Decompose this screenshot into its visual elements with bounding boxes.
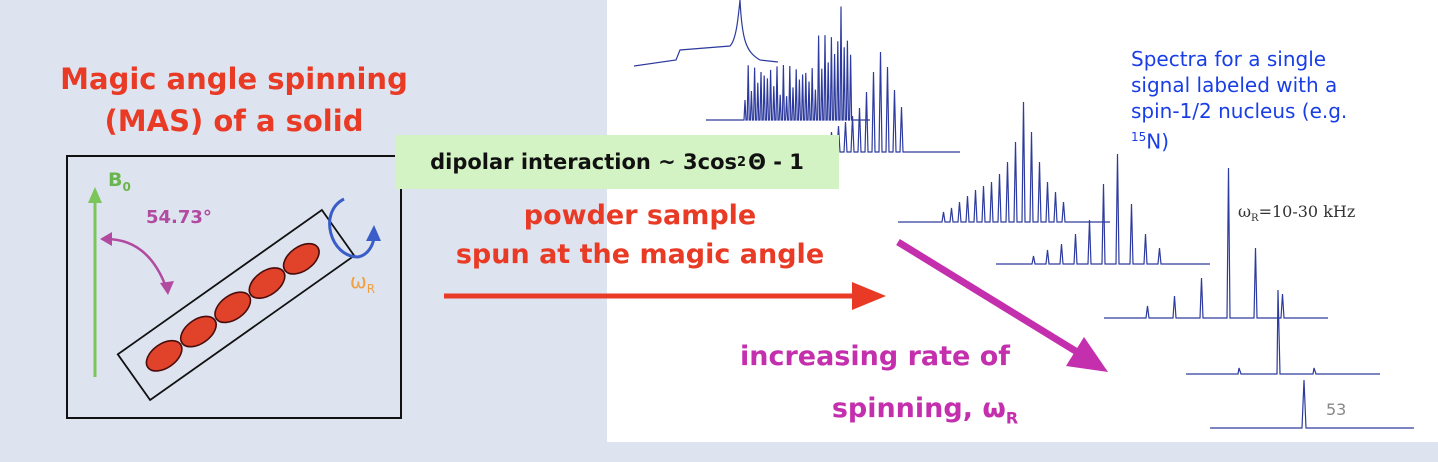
red-arrow	[444, 282, 886, 310]
spectrum-6	[1104, 167, 1328, 319]
omega-range-text: =10-30 kHz	[1258, 202, 1356, 221]
spectra-note-line3: spin-1/2 nucleus (e.g.	[1131, 99, 1348, 123]
spectrum-7	[1186, 289, 1380, 375]
omega-subscript: R	[366, 282, 376, 296]
dipolar-interaction-box: dipolar interaction ~ 3cos 2 Θ - 1	[395, 135, 839, 189]
title-line2: (MAS) of a solid	[104, 104, 364, 138]
spectrum-2	[706, 6, 870, 121]
spectrum-8	[1210, 379, 1414, 429]
spectrum-4	[898, 101, 1110, 223]
spectrum-5	[996, 153, 1210, 265]
spectra-note-line1: Spectra for a single	[1131, 47, 1327, 71]
angle-arc	[105, 237, 168, 288]
isotope-text: N)	[1146, 129, 1170, 154]
b0-symbol: B	[108, 169, 123, 191]
magenta-arrow	[896, 239, 1108, 372]
mas-svg	[88, 187, 381, 402]
omega-range-symbol: ω	[1238, 202, 1252, 221]
dipolar-sup: 2	[737, 154, 747, 170]
page-number: 53	[1326, 400, 1347, 419]
powder-line1: powder sample	[523, 200, 757, 231]
increasing-prefix: spinning, ω	[831, 393, 1006, 424]
omega-r-label: ωR	[350, 269, 375, 296]
rotor-box	[116, 208, 356, 402]
spectrum-1	[633, 0, 779, 67]
mas-diagram: B0 54.73° ωR	[66, 155, 402, 419]
dipolar-suffix: Θ - 1	[748, 150, 804, 174]
title-line1: Magic angle spinning	[60, 62, 408, 96]
spectra-note: Spectra for a single signal labeled with…	[1131, 46, 1381, 155]
increasing-line2: spinning, ωR	[740, 392, 1110, 435]
isotope-sup: 15	[1131, 130, 1147, 144]
powder-line2: spun at the magic angle	[455, 239, 825, 270]
b0-label: B0	[108, 169, 131, 194]
omega-range-sub: R	[1251, 213, 1259, 225]
angle-label: 54.73°	[146, 207, 212, 228]
increasing-sub: R	[1005, 408, 1019, 428]
ellipsoid-particles	[145, 242, 320, 372]
spectra-note-line4: 15N)	[1131, 124, 1381, 155]
omega-symbol: ω	[350, 269, 367, 293]
omega-range-label: ωR=10-30 kHz	[1238, 202, 1355, 224]
dipolar-prefix: dipolar interaction ~ 3cos	[430, 150, 738, 174]
b0-subscript: 0	[122, 179, 131, 194]
spectrum-3	[780, 51, 960, 153]
increasing-line1: increasing rate of	[739, 341, 1011, 372]
spectra-note-line2: signal labeled with a	[1131, 73, 1338, 97]
spin-arrow	[328, 197, 376, 259]
